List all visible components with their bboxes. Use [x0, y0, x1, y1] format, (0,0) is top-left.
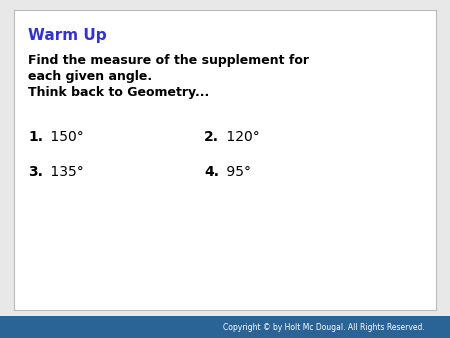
- Text: 4.: 4.: [204, 165, 219, 179]
- Text: 135°: 135°: [46, 165, 84, 179]
- Text: Copyright © by Holt Mc Dougal. All Rights Reserved.: Copyright © by Holt Mc Dougal. All Right…: [223, 322, 425, 332]
- Text: 3.: 3.: [28, 165, 43, 179]
- Text: 120°: 120°: [222, 130, 260, 144]
- Text: 1.: 1.: [28, 130, 43, 144]
- Text: Warm Up: Warm Up: [28, 28, 107, 43]
- Text: each given angle.: each given angle.: [28, 70, 152, 83]
- Text: 95°: 95°: [222, 165, 251, 179]
- Text: 2.: 2.: [204, 130, 219, 144]
- Text: 150°: 150°: [46, 130, 84, 144]
- Text: Find the measure of the supplement for: Find the measure of the supplement for: [28, 54, 309, 67]
- Text: Think back to Geometry...: Think back to Geometry...: [28, 86, 209, 99]
